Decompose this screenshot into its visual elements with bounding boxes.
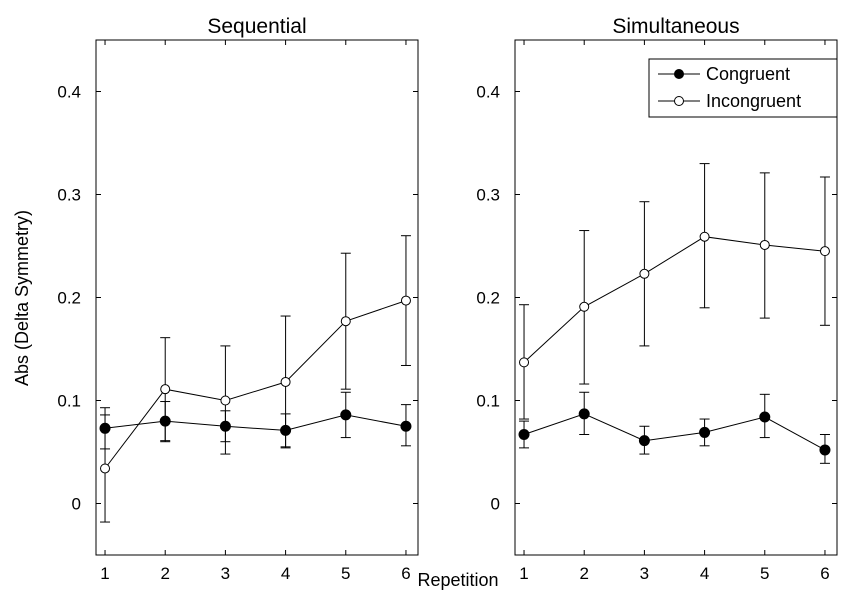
series-incongruent (519, 163, 830, 420)
series-incongruent (100, 235, 411, 523)
y-tick-label: 0.3 (57, 186, 81, 205)
series-line-incongruent (523, 236, 826, 363)
x-tick-label: 4 (700, 564, 709, 583)
panel-title: Simultaneous (612, 15, 739, 38)
y-tick-label: 0.3 (476, 186, 500, 205)
x-tick-label: 1 (519, 564, 528, 583)
series-congruent (99, 391, 412, 450)
series-line-incongruent (104, 300, 407, 469)
x-tick-label: 3 (640, 564, 649, 583)
plot-frame (95, 39, 419, 556)
data-point-incongruent (819, 246, 830, 257)
legend-congruent-marker (674, 69, 684, 79)
y-tick-label: 0 (72, 495, 81, 514)
data-point-incongruent (160, 384, 171, 395)
data-point-incongruent (519, 357, 530, 368)
series-congruent (518, 391, 831, 464)
y-axis-label: Abs (Delta Symmetry) (12, 210, 32, 386)
y-tick-label: 0.4 (57, 83, 81, 102)
data-point-incongruent (400, 295, 411, 306)
x-tick-label: 6 (401, 564, 410, 583)
data-point-congruent (819, 444, 831, 456)
y-tick-label: 0.1 (57, 392, 81, 411)
data-point-congruent (578, 408, 590, 420)
x-tick-label: 6 (820, 564, 829, 583)
y-tick-label: 0.2 (57, 289, 81, 308)
y-tick-label: 0.4 (476, 83, 500, 102)
x-axis-label: Repetition (417, 570, 498, 590)
series-line-congruent (104, 414, 407, 431)
data-point-incongruent (100, 463, 111, 474)
chart-panel-2: Simultaneous 0 0.1 0.2 0.3 0.4 1 2 3 4 5 6 (476, 15, 838, 583)
x-tick-label: 2 (579, 564, 588, 583)
data-point-congruent (400, 420, 412, 432)
y-tick-label: 0.2 (476, 289, 500, 308)
data-point-incongruent (579, 301, 590, 312)
data-point-incongruent (759, 239, 770, 250)
y-tick-label: 0.1 (476, 392, 500, 411)
data-point-congruent (759, 411, 771, 423)
chart-panel-1: Sequential 0 0.1 0.2 0.3 0.4 1 2 3 4 5 6 (57, 15, 419, 583)
x-tick-label: 1 (100, 564, 109, 583)
x-tick-label: 3 (221, 564, 230, 583)
data-point-congruent (699, 426, 711, 438)
legend-incongruent-label: Incongruent (706, 91, 801, 111)
legend: Congruent Incongruent (648, 58, 838, 118)
y-tick-label: 0 (491, 495, 500, 514)
data-point-congruent (638, 435, 650, 447)
legend-incongruent-marker (674, 96, 684, 106)
data-point-congruent (340, 409, 352, 421)
panel-title: Sequential (207, 15, 306, 38)
data-point-incongruent (280, 376, 291, 387)
legend-congruent-label: Congruent (706, 64, 790, 84)
data-point-incongruent (699, 231, 710, 242)
x-tick-label: 5 (760, 564, 769, 583)
x-tick-label: 4 (281, 564, 290, 583)
x-tick-label: 2 (160, 564, 169, 583)
data-point-congruent (518, 428, 530, 440)
legend-box (648, 58, 838, 118)
data-point-incongruent (220, 395, 231, 406)
series-line-congruent (523, 413, 826, 451)
x-tick-label: 5 (341, 564, 350, 583)
data-point-incongruent (639, 268, 650, 279)
data-point-incongruent (340, 316, 351, 327)
